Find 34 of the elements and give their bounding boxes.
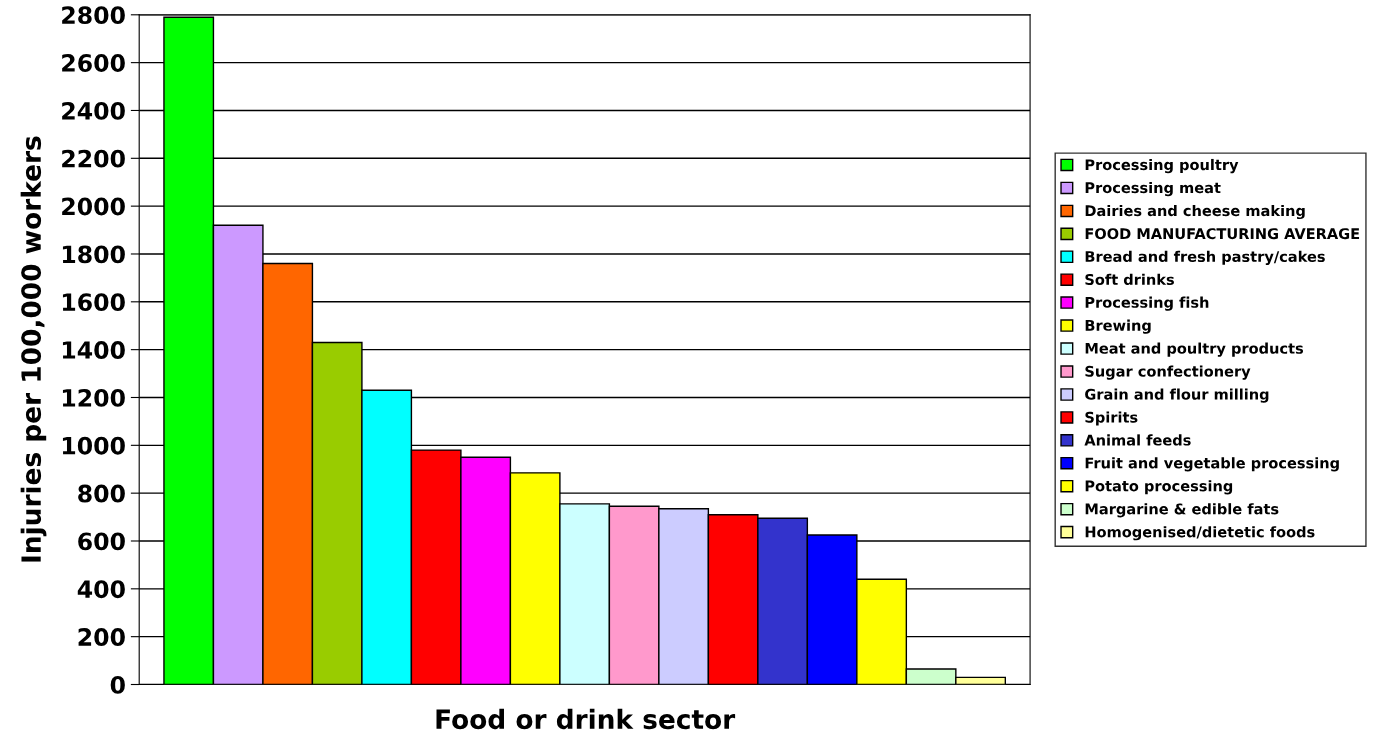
legend-label: Fruit and vegetable processing xyxy=(1085,457,1339,472)
legend-label: Brewing xyxy=(1085,319,1151,334)
y-tick-label: 1000 xyxy=(62,436,125,455)
legend-label: Spirits xyxy=(1085,411,1138,426)
legend-label: Margarine & edible fats xyxy=(1085,503,1279,518)
legend-label: Homogenised/dietetic foods xyxy=(1085,526,1315,541)
y-tick-label: 2000 xyxy=(62,197,125,216)
legend-label: Dairies and cheese making xyxy=(1085,204,1305,220)
legend-label: Potato processing xyxy=(1085,480,1233,495)
legend-label: Sugar confectionery xyxy=(1085,365,1251,380)
y-axis-title: Injuries per 100,000 workers xyxy=(20,136,47,562)
legend-label: Bread and fresh pastry/cakes xyxy=(1085,250,1325,265)
y-tick-label: 400 xyxy=(77,580,125,599)
y-tick-label: 200 xyxy=(78,628,125,646)
legend-label: Processing fish xyxy=(1085,296,1209,311)
y-tick-label: 1800 xyxy=(62,245,125,264)
legend-label: Grain and flour milling xyxy=(1085,388,1269,403)
y-tick-label: 2600 xyxy=(62,54,125,72)
y-tick-label: 0 xyxy=(110,675,125,694)
y-tick-label: 1600 xyxy=(62,293,125,312)
legend-label: Meat and poultry products xyxy=(1085,342,1304,357)
legend-label: Soft drinks xyxy=(1085,273,1174,285)
legend-label: Processing meat xyxy=(1085,181,1221,197)
x-axis-title: Food or drink sector xyxy=(436,708,736,730)
legend-label: Animal feeds xyxy=(1084,434,1191,446)
y-tick-label: 1400 xyxy=(62,341,125,359)
y-tick-label: 2800 xyxy=(62,6,125,25)
legend-label: FOOD MANUFACTURING AVERAGE xyxy=(1085,228,1360,240)
y-tick-label: 1200 xyxy=(62,388,125,407)
y-tick-label: 2400 xyxy=(62,101,125,120)
y-tick-label: 600 xyxy=(78,532,125,551)
legend-label: Processing poultry xyxy=(1085,158,1239,174)
y-tick-label: 2200 xyxy=(62,149,125,168)
y-tick-label: 800 xyxy=(78,484,125,503)
